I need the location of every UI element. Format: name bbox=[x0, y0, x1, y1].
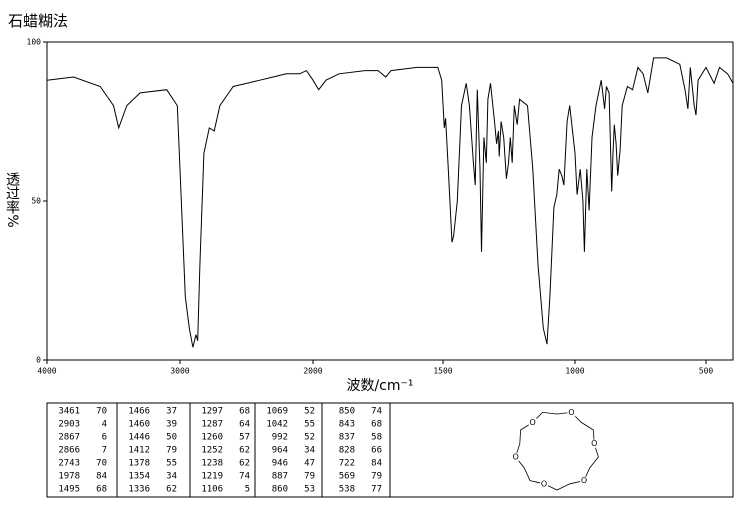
peak-transmittance: 62 bbox=[239, 459, 250, 469]
peak-wavenumber: 538 bbox=[339, 485, 355, 495]
peak-wavenumber: 1287 bbox=[201, 420, 223, 430]
peak-transmittance: 62 bbox=[166, 485, 177, 495]
ring-bond bbox=[515, 411, 599, 491]
peak-wavenumber: 1238 bbox=[201, 459, 223, 469]
peak-wavenumber: 1466 bbox=[128, 407, 150, 417]
peak-wavenumber: 1336 bbox=[128, 485, 150, 495]
x-tick-label: 1500 bbox=[433, 367, 452, 376]
x-tick-label: 1000 bbox=[565, 367, 584, 376]
atom-background bbox=[511, 452, 520, 461]
atom-background bbox=[540, 479, 549, 488]
peak-transmittance: 70 bbox=[96, 459, 107, 469]
peak-transmittance: 6 bbox=[102, 433, 107, 443]
peak-wavenumber: 1042 bbox=[266, 420, 288, 430]
table-dividers bbox=[116, 403, 391, 497]
atom-label: O bbox=[541, 479, 547, 488]
chart-title: 石蜡糊法 bbox=[8, 12, 68, 30]
atom-background bbox=[579, 476, 588, 485]
peak-transmittance: 70 bbox=[96, 407, 107, 417]
peak-wavenumber: 2903 bbox=[58, 420, 80, 430]
y-tick-label: 0 bbox=[36, 356, 41, 365]
peak-wavenumber: 1495 bbox=[58, 485, 80, 495]
atom-label: O bbox=[581, 476, 587, 485]
peak-transmittance: 5 bbox=[245, 485, 250, 495]
peak-transmittance: 66 bbox=[371, 446, 382, 456]
peak-wavenumber: 1106 bbox=[201, 485, 223, 495]
peak-transmittance: 79 bbox=[304, 472, 315, 482]
peak-transmittance: 50 bbox=[166, 433, 177, 443]
y-tick-label: 100 bbox=[27, 38, 42, 47]
atom-label: O bbox=[591, 439, 597, 448]
peak-transmittance: 62 bbox=[239, 446, 250, 456]
peak-transmittance: 39 bbox=[166, 420, 177, 430]
x-tick-label: 3000 bbox=[170, 367, 189, 376]
peak-transmittance: 58 bbox=[371, 433, 382, 443]
peak-transmittance: 34 bbox=[166, 472, 177, 482]
peak-wavenumber: 722 bbox=[339, 459, 355, 469]
peak-transmittance: 68 bbox=[239, 407, 250, 417]
x-tick-label: 4000 bbox=[37, 367, 56, 376]
peak-transmittance: 53 bbox=[304, 485, 315, 495]
peak-transmittance: 79 bbox=[371, 472, 382, 482]
peak-wavenumber: 1297 bbox=[201, 407, 223, 417]
peak-transmittance: 47 bbox=[304, 459, 315, 469]
x-tick-label: 2000 bbox=[303, 367, 322, 376]
y-tick-label: 50 bbox=[31, 197, 41, 206]
atom-background bbox=[590, 439, 599, 448]
peak-wavenumber: 1252 bbox=[201, 446, 223, 456]
peak-wavenumber: 1260 bbox=[201, 433, 223, 443]
peak-transmittance: 52 bbox=[304, 407, 315, 417]
peak-wavenumber: 1412 bbox=[128, 446, 150, 456]
peak-transmittance: 57 bbox=[239, 433, 250, 443]
peak-transmittance: 84 bbox=[96, 472, 107, 482]
peak-wavenumber: 946 bbox=[272, 459, 288, 469]
peak-wavenumber: 1446 bbox=[128, 433, 150, 443]
peak-wavenumber: 1378 bbox=[128, 459, 150, 469]
peak-transmittance: 79 bbox=[166, 446, 177, 456]
peak-transmittance: 34 bbox=[304, 446, 315, 456]
peak-wavenumber: 843 bbox=[339, 420, 355, 430]
peak-transmittance: 68 bbox=[96, 485, 107, 495]
peak-wavenumber: 2867 bbox=[58, 433, 80, 443]
atom-background bbox=[528, 418, 537, 427]
atom-background bbox=[567, 408, 576, 417]
peak-transmittance: 7 bbox=[102, 446, 107, 456]
peak-wavenumber: 1978 bbox=[58, 472, 80, 482]
peak-wavenumber: 2743 bbox=[58, 459, 80, 469]
peak-transmittance: 52 bbox=[304, 433, 315, 443]
peak-wavenumber: 887 bbox=[272, 472, 288, 482]
peak-transmittance: 4 bbox=[102, 420, 107, 430]
peak-wavenumber: 1460 bbox=[128, 420, 150, 430]
peak-wavenumber: 1069 bbox=[266, 407, 288, 417]
peak-transmittance: 77 bbox=[371, 485, 382, 495]
peak-transmittance: 37 bbox=[166, 407, 177, 417]
peak-wavenumber: 964 bbox=[272, 446, 288, 456]
atom-label: O bbox=[568, 408, 574, 417]
y-axis-label: 透过率% bbox=[4, 172, 20, 227]
peak-wavenumber: 3461 bbox=[58, 407, 80, 417]
peak-transmittance: 74 bbox=[371, 407, 382, 417]
spectrum-line bbox=[46, 57, 734, 348]
peak-wavenumber: 569 bbox=[339, 472, 355, 482]
peak-transmittance: 84 bbox=[371, 459, 382, 469]
peak-transmittance: 68 bbox=[371, 420, 382, 430]
peak-transmittance: 55 bbox=[166, 459, 177, 469]
peak-transmittance: 55 bbox=[304, 420, 315, 430]
peak-wavenumber: 828 bbox=[339, 446, 355, 456]
atom-label: O bbox=[512, 452, 518, 461]
peak-transmittance: 64 bbox=[239, 420, 250, 430]
peak-wavenumber: 1354 bbox=[128, 472, 150, 482]
peak-wavenumber: 992 bbox=[272, 433, 288, 443]
peak-wavenumber: 1219 bbox=[201, 472, 223, 482]
peak-wavenumber: 860 bbox=[272, 485, 288, 495]
peak-wavenumber: 2866 bbox=[58, 446, 80, 456]
x-axis-label: 波数/cm⁻¹ bbox=[346, 378, 413, 394]
peak-wavenumber: 837 bbox=[339, 433, 355, 443]
peak-transmittance: 74 bbox=[239, 472, 250, 482]
atom-label: O bbox=[530, 418, 536, 427]
x-tick-label: 500 bbox=[699, 367, 714, 376]
peak-wavenumber: 850 bbox=[339, 407, 355, 417]
